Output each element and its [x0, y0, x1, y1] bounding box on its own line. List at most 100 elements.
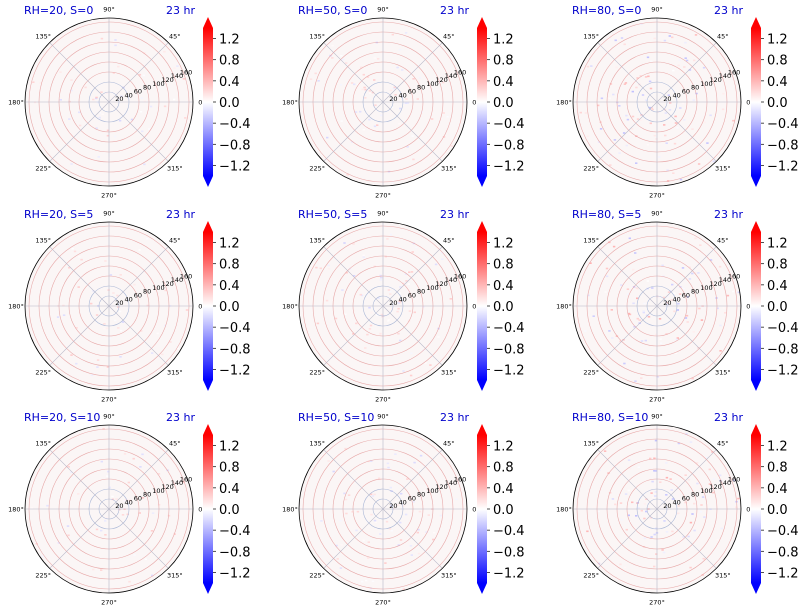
field-cell	[612, 60, 615, 63]
field-cell	[126, 175, 129, 178]
field-cell	[732, 119, 735, 122]
time-label: 23 hr	[714, 411, 743, 424]
field-cell	[671, 498, 675, 500]
field-cell	[96, 359, 100, 361]
field-cell	[712, 478, 716, 480]
time-label: 23 hr	[440, 208, 469, 221]
field-cell	[586, 530, 589, 533]
polar-outline	[572, 221, 742, 391]
field-cell	[685, 314, 689, 317]
field-cell	[379, 533, 382, 535]
angular-tick-label: 0°	[746, 303, 753, 311]
radial-tick-label: 140	[171, 479, 183, 487]
radial-tick-label: 20	[389, 299, 397, 307]
field-cell	[702, 66, 706, 69]
field-cell	[157, 473, 161, 475]
field-cell	[386, 238, 389, 240]
field-cell	[682, 287, 685, 290]
field-cell	[92, 568, 95, 571]
field-cell	[669, 478, 672, 480]
radial-tick-label: 40	[125, 498, 133, 506]
field-cell	[635, 162, 638, 164]
field-cell	[679, 107, 682, 109]
colorbar-tick-label: 0.4	[767, 279, 788, 294]
field-cell	[455, 498, 458, 501]
field-cell	[127, 481, 130, 484]
radial-tick-label: 20	[663, 95, 671, 103]
colorbar-tick-label: 0.0	[219, 300, 240, 315]
field-cell	[114, 319, 117, 322]
angular-gridline	[597, 101, 658, 162]
angular-tick-label: 45°	[169, 33, 181, 41]
angular-tick-label: 225°	[309, 164, 325, 172]
field-cell	[613, 139, 617, 141]
field-cell	[586, 65, 590, 68]
field-cell	[658, 318, 662, 320]
field-cell	[677, 64, 680, 67]
radial-tick-label: 140	[171, 72, 183, 80]
field-cell	[73, 250, 77, 253]
field-cell	[396, 66, 399, 69]
colorbar-tick-label: −0.8	[767, 138, 799, 153]
field-cell	[689, 521, 693, 524]
field-cell	[668, 35, 671, 37]
colorbar-tick-label: 1.2	[493, 33, 514, 48]
field-cell	[651, 287, 654, 289]
field-cell	[95, 97, 98, 100]
field-cell	[644, 339, 647, 342]
field-cell	[598, 469, 601, 471]
colorbar-extend-min	[751, 176, 761, 187]
field-cell	[397, 302, 400, 304]
time-label: 23 hr	[166, 411, 195, 424]
field-cell	[708, 483, 712, 485]
colorbar-tick-label: 0.0	[493, 96, 514, 111]
field-cell	[640, 340, 644, 342]
field-cell	[140, 330, 143, 332]
field-cell	[138, 249, 141, 251]
field-cell	[78, 111, 81, 114]
field-cell	[446, 115, 449, 118]
field-cell	[650, 536, 653, 538]
angular-tick-label: 45°	[717, 440, 729, 448]
radial-tick-label: 20	[389, 502, 397, 510]
angular-tick-label: 180°	[282, 303, 298, 311]
field-cell	[661, 549, 664, 551]
field-cell	[364, 340, 367, 343]
field-cell	[683, 66, 686, 68]
angular-tick-label: 45°	[169, 237, 181, 245]
field-cell	[399, 302, 402, 304]
field-cell	[404, 32, 408, 34]
field-cell	[402, 282, 405, 285]
angular-gridline	[323, 508, 384, 569]
colorbar-tick-label: 0.8	[767, 54, 788, 69]
field-cell	[407, 283, 410, 285]
colorbar-tick-label: 0.8	[493, 258, 514, 273]
field-cell	[141, 497, 145, 499]
field-cell	[78, 124, 82, 127]
field-cell	[80, 258, 83, 261]
field-cell	[668, 234, 671, 236]
angular-tick-label: 0°	[472, 99, 479, 107]
field-cell	[609, 154, 613, 156]
field-cell	[32, 81, 35, 83]
field-cell	[673, 310, 676, 313]
radial-tick-label: 20	[115, 299, 123, 307]
field-cell	[732, 479, 736, 482]
field-cell	[604, 291, 607, 293]
field-cell	[418, 510, 422, 513]
field-cell	[609, 83, 613, 85]
field-cell	[401, 69, 404, 71]
field-cell	[366, 76, 370, 78]
field-cell	[703, 121, 706, 124]
field-cell	[643, 537, 646, 540]
field-cell	[661, 502, 664, 504]
field-cell	[637, 507, 640, 509]
angular-tick-label: 180°	[556, 303, 572, 311]
field-cell	[332, 470, 335, 473]
field-cell	[77, 493, 80, 495]
field-cell	[677, 512, 680, 515]
field-cell	[373, 57, 376, 59]
field-cell	[670, 88, 673, 90]
polar-panel: RH=20, S=0 23 hr 20 40 60 80 100 120 140 160 0° 45°…	[0, 0, 266, 204]
field-cell	[331, 44, 334, 47]
